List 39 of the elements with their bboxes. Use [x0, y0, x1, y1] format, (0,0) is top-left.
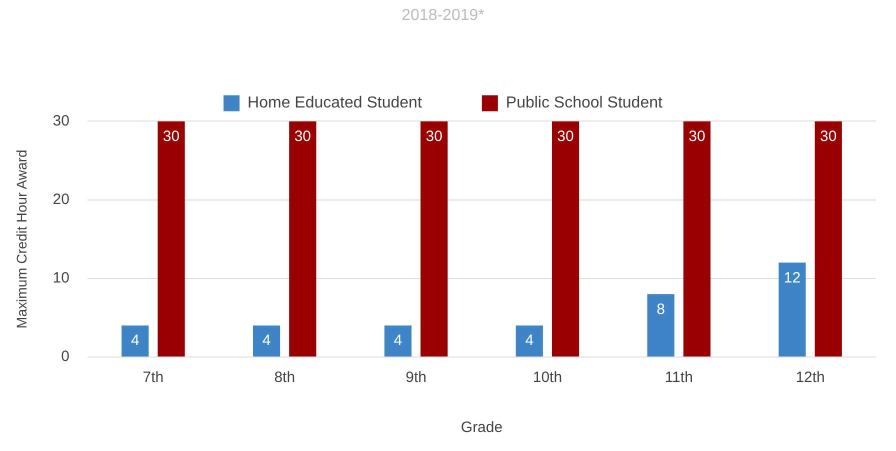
data-label: 4 [262, 332, 271, 350]
y-tick-label: 20 [52, 190, 70, 208]
x-tick-label: 9th [406, 369, 426, 386]
bar [158, 121, 185, 356]
data-label: 8 [656, 300, 665, 318]
bar [420, 121, 448, 356]
bar [814, 121, 842, 356]
data-label: 12 [784, 269, 801, 286]
data-label: 30 [294, 128, 312, 145]
x-tick-label: 11th [664, 369, 693, 386]
bar [122, 326, 149, 356]
bar [552, 121, 580, 356]
data-label: 30 [426, 128, 442, 145]
data-label: 30 [557, 128, 574, 145]
y-tick-label: 0 [61, 348, 70, 366]
bar [516, 326, 543, 356]
bar [252, 326, 280, 356]
data-label: 30 [162, 128, 180, 145]
data-label: 4 [394, 332, 402, 350]
x-tick-label: 10th [532, 369, 562, 386]
legend-label: Public School Student [506, 94, 663, 112]
bar [289, 121, 316, 356]
bar [683, 121, 710, 356]
x-tick-label: 7th [142, 369, 164, 386]
x-axis-title: Grade [460, 419, 503, 436]
data-label: 4 [525, 332, 534, 350]
bar [778, 262, 806, 356]
bar [647, 294, 674, 356]
data-label: 4 [130, 332, 140, 350]
data-label: 30 [688, 128, 706, 145]
x-tick-label: 12th [796, 369, 825, 386]
y-axis-title: Maximum Credit Hour Award [13, 150, 30, 328]
chart-title: 2018-2019* [402, 7, 484, 24]
y-tick-label: 10 [52, 270, 70, 287]
x-tick-label: 8th [274, 369, 296, 386]
y-tick-label: 30 [52, 112, 70, 130]
data-label: 30 [820, 128, 837, 145]
legend-label: Home Educated Student [248, 94, 422, 112]
bar [384, 326, 412, 356]
